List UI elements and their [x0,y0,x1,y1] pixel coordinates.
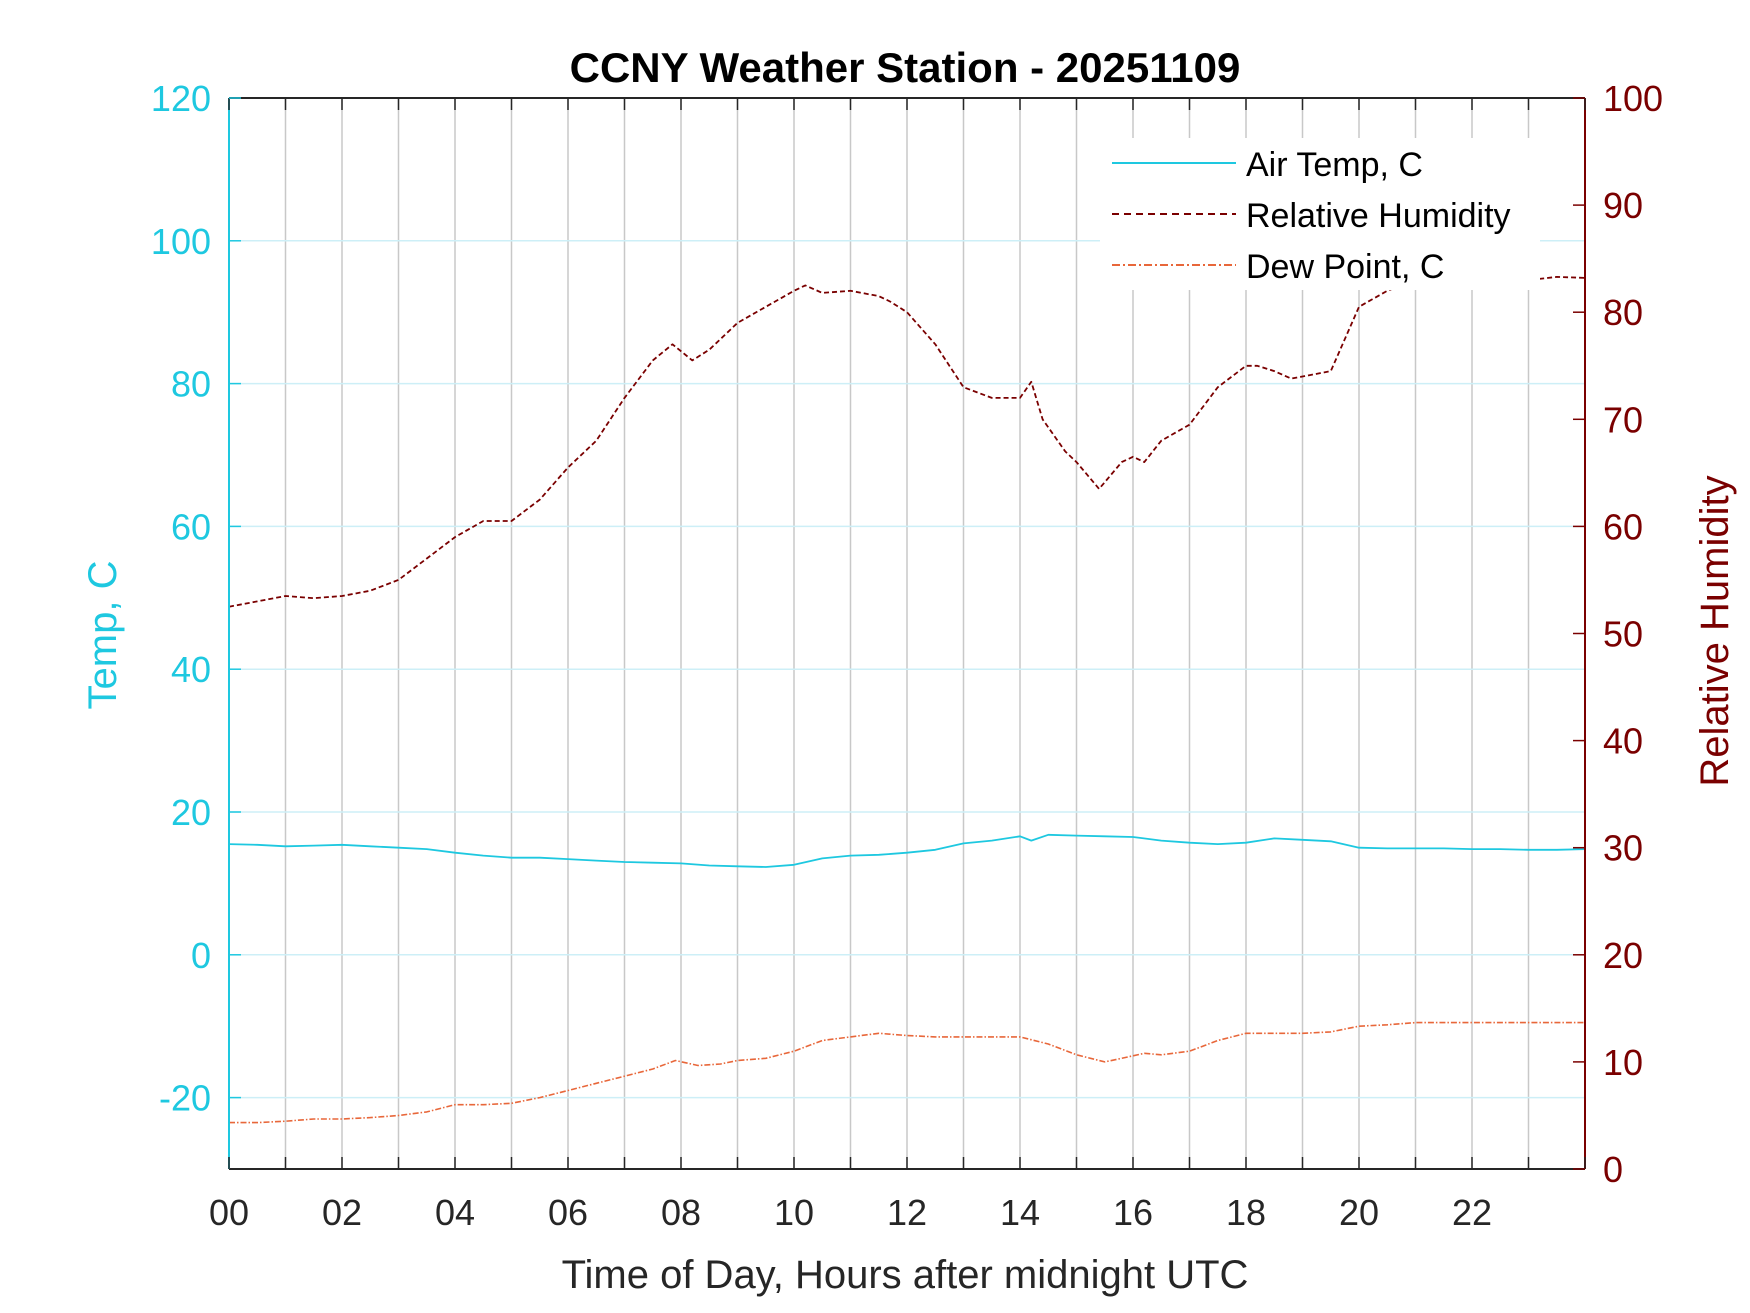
y-left-tick-label: 60 [171,506,211,547]
x-axis-label: Time of Day, Hours after midnight UTC [562,1253,1249,1297]
legend: Air Temp, C Relative Humidity Dew Point,… [1100,138,1540,290]
y-left-tick-label: 120 [151,78,211,119]
series-line-air-temp [228,833,1586,868]
y-right-tick-label: 90 [1603,185,1643,226]
y-right-tick-label: 10 [1603,1042,1643,1083]
x-tick-label: 10 [774,1192,814,1233]
y-left-tick-label: 80 [171,364,211,405]
x-tick-label: 20 [1339,1192,1379,1233]
x-tick-label: 06 [548,1192,588,1233]
y-right-axis-label: Relative Humidity [1693,475,1737,786]
x-tick-label: 02 [322,1192,362,1233]
axes [228,97,1586,1170]
tick-labels: 00 02 04 06 08 10 12 14 16 18 20 22-200204060801001… [151,78,1663,1233]
x-tick-label: 22 [1452,1192,1492,1233]
y-left-tick-label: 0 [191,935,211,976]
series-line-dew-point [229,1021,1585,1124]
legend-label-air-temp: Air Temp, C [1246,146,1423,184]
series-lines [228,276,1586,1124]
x-tick-label: 00 [209,1192,249,1233]
y-right-tick-label: 40 [1603,721,1643,762]
y-left-tick-label: 100 [151,221,211,262]
y-right-tick-label: 70 [1603,399,1643,440]
x-tick-label: 12 [887,1192,927,1233]
x-tick-label: 04 [435,1192,475,1233]
y-right-tick-label: 50 [1603,614,1643,655]
y-right-tick-label: 80 [1603,292,1643,333]
legend-label-dew-point: Dew Point, C [1246,248,1444,286]
y-left-tick-label: 40 [171,649,211,690]
y-left-tick-label: -20 [159,1078,211,1119]
legend-label-relative-humidity: Relative Humidity [1246,197,1511,235]
x-tick-label: 16 [1113,1192,1153,1233]
y-left-tick-label: 20 [171,792,211,833]
y-right-tick-label: 100 [1603,78,1663,119]
y-right-tick-label: 60 [1603,506,1643,547]
y-left-axis-label: Temp, C [81,561,125,710]
y-right-tick-label: 20 [1603,935,1643,976]
grid-lines [229,98,1585,1169]
chart-title: CCNY Weather Station - 20251109 [570,44,1241,91]
series-line-relative-humidity [228,276,1586,608]
x-tick-label: 14 [1000,1192,1040,1233]
y-right-tick-label: 30 [1603,828,1643,869]
y-right-tick-label: 0 [1603,1149,1623,1190]
x-tick-label: 18 [1226,1192,1266,1233]
x-tick-label: 08 [661,1192,701,1233]
